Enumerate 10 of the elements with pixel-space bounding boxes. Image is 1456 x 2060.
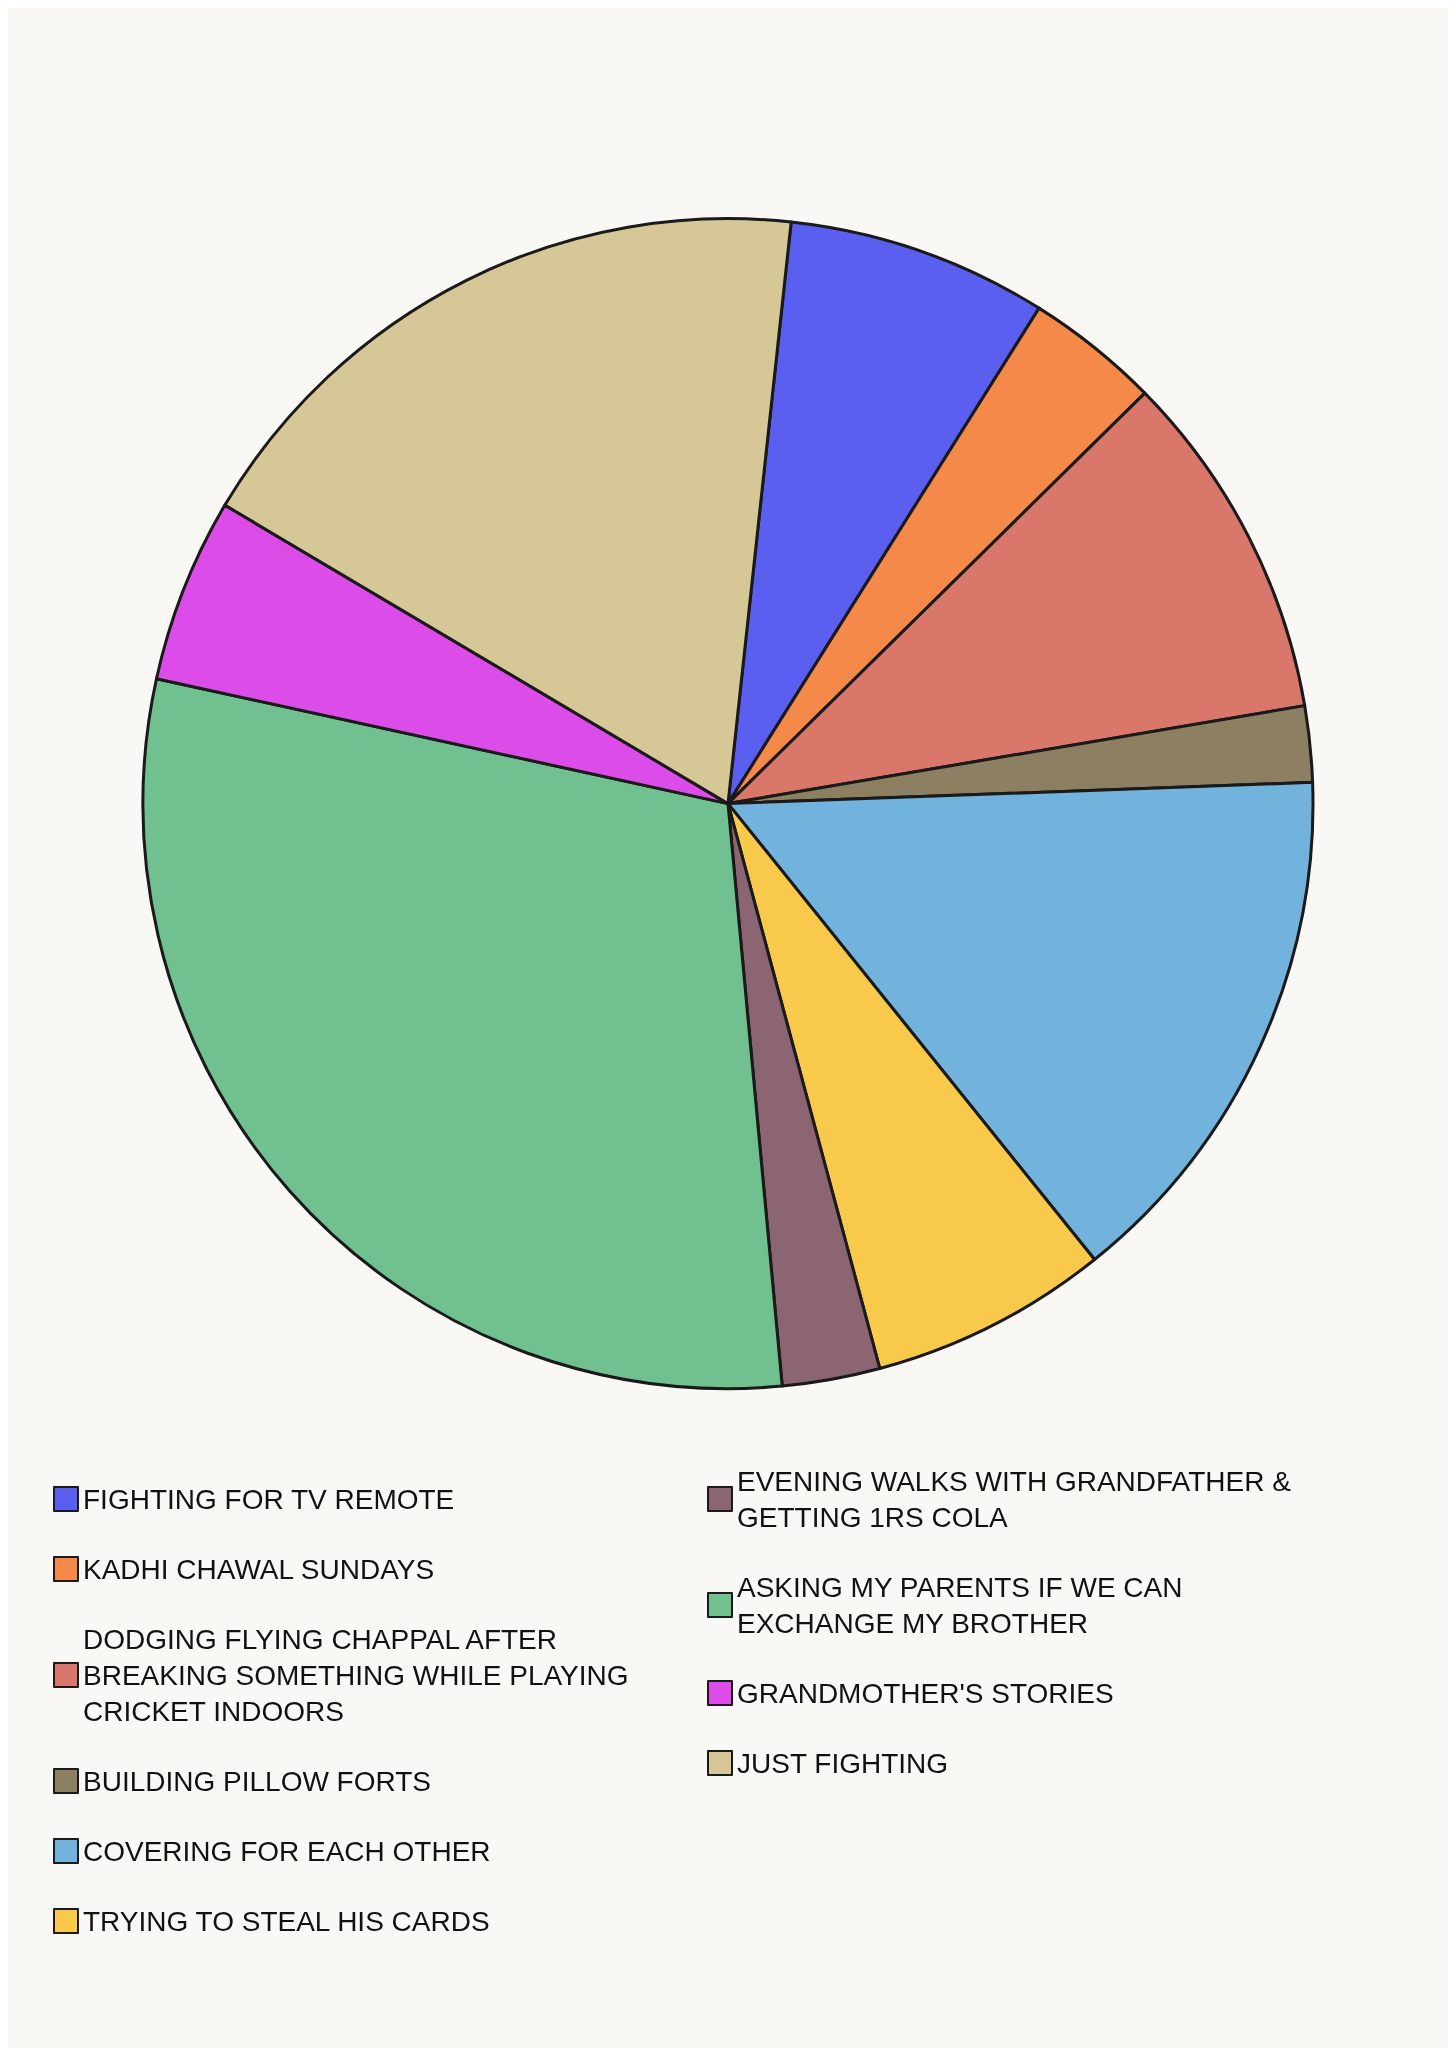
- legend-label: BUILDING PILLOW FORTS: [83, 1765, 431, 1797]
- legend-label: DODGING FLYING CHAPPAL AFTER BREAKING SOMETHING WHILE PLAYING CRICKET INDOORS: [83, 1623, 637, 1727]
- legend-label: EVENING WALKS WITH GRANDFATHER & GETTING 1RS COLA: [737, 1465, 1299, 1533]
- legend-label: TRYING TO STEAL HIS CARDS: [83, 1905, 490, 1937]
- legend-label: COVERING FOR EACH OTHER: [83, 1835, 491, 1867]
- legend-label: JUST FIGHTING: [737, 1747, 949, 1779]
- legend-label: GRANDMOTHER'S STORIES: [737, 1677, 1114, 1709]
- legend-label: FIGHTING FOR TV REMOTE: [83, 1483, 455, 1515]
- legend-label: ASKING MY PARENTS IF WE CAN EXCHANGE MY BROTHER: [737, 1571, 1191, 1639]
- legend-label: KADHI CHAWAL SUNDAYS: [83, 1553, 435, 1585]
